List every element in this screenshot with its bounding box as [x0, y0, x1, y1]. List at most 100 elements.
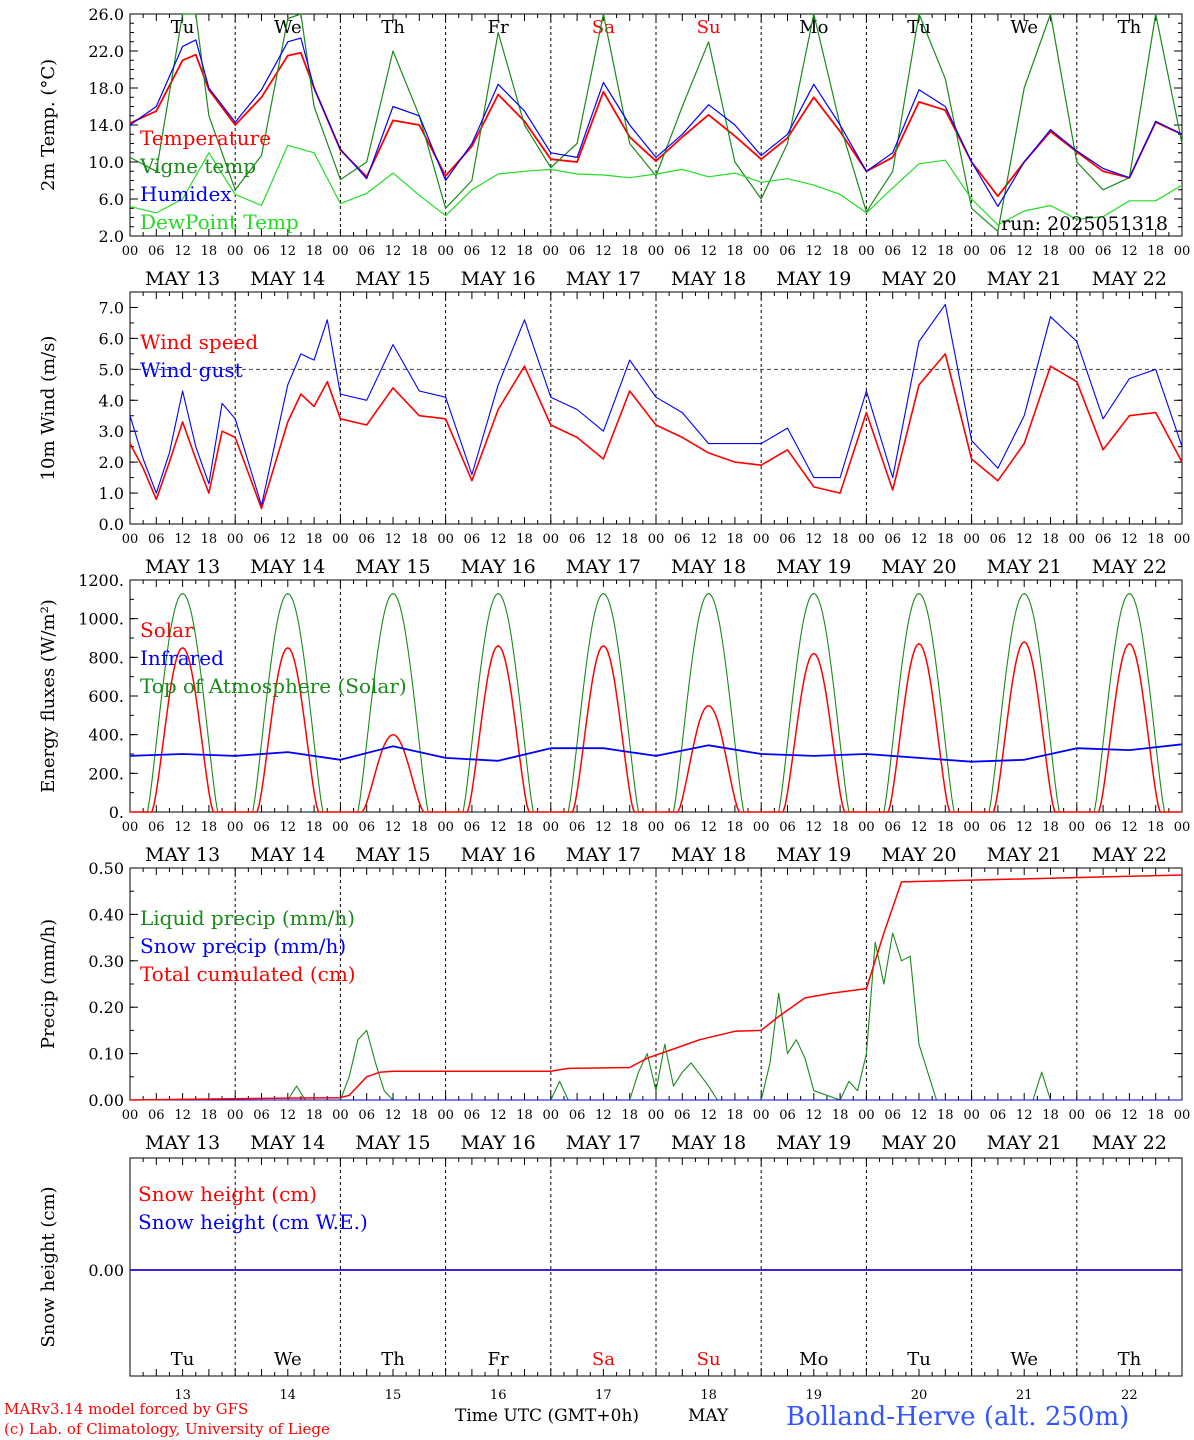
- date-label: MAY 18: [671, 1132, 746, 1154]
- hour-tick-label: 18: [201, 1108, 218, 1123]
- date-label: MAY 18: [671, 556, 746, 578]
- date-label: MAY 13: [145, 844, 220, 866]
- y-axis-label: Energy fluxes (W/m²): [38, 599, 59, 793]
- series-line-solar: [130, 641, 1182, 813]
- date-label: MAY 15: [355, 844, 430, 866]
- hour-tick-label: 06: [674, 1108, 691, 1123]
- y-tick-label: 7.0: [99, 298, 124, 317]
- date-label: MAY 14: [250, 268, 325, 290]
- hour-tick-label: 18: [1147, 820, 1164, 835]
- day-number-label: 15: [385, 1388, 402, 1403]
- hour-tick-label: 00: [1174, 244, 1191, 259]
- hour-tick-label: 12: [490, 1108, 507, 1123]
- hour-tick-label: 00: [858, 1108, 875, 1123]
- y-tick-label: 0.50: [88, 859, 124, 878]
- y-tick-label: 14.0: [88, 116, 124, 135]
- hour-tick-label: 18: [832, 1108, 849, 1123]
- day-name-label: Th: [1118, 1349, 1142, 1370]
- date-label: MAY 21: [987, 1132, 1062, 1154]
- hour-tick-label: 18: [516, 820, 533, 835]
- day-number-label: 22: [1121, 1388, 1138, 1403]
- hour-tick-label: 00: [122, 1108, 139, 1123]
- hour-tick-label: 18: [832, 244, 849, 259]
- legend-entry: Vigne temp: [139, 154, 256, 178]
- hour-tick-label: 06: [569, 244, 586, 259]
- series-line-liquid-precip-mm-h-: [130, 932, 1182, 1101]
- chart-panel-1: 2.0 6.0 10.0 14.0 18.0 22.0 26.0 2m Temp. (°C) 0…: [38, 5, 1190, 290]
- legend-entry: Humidex: [140, 182, 232, 206]
- day-number-label: 17: [595, 1388, 612, 1403]
- hour-tick-label: 18: [621, 532, 638, 547]
- hour-tick-label: 12: [911, 1108, 928, 1123]
- y-tick-label: 2.0: [99, 453, 124, 472]
- hour-tick-label: 06: [358, 532, 375, 547]
- hour-tick-label: 12: [806, 1108, 823, 1123]
- hour-tick-label: 18: [201, 244, 218, 259]
- hour-tick-label: 06: [990, 244, 1007, 259]
- hour-tick-label: 06: [464, 820, 481, 835]
- date-label: MAY 22: [1092, 556, 1167, 578]
- hour-tick-label: 06: [569, 532, 586, 547]
- hour-tick-label: 18: [621, 1108, 638, 1123]
- hour-tick-label: 12: [490, 532, 507, 547]
- hour-tick-label: 18: [937, 244, 954, 259]
- hour-tick-label: 12: [595, 820, 612, 835]
- hour-tick-label: 12: [174, 244, 191, 259]
- y-axis-label: Snow height (cm): [38, 1186, 59, 1347]
- hour-tick-label: 12: [1121, 820, 1138, 835]
- hour-tick-label: 06: [358, 1108, 375, 1123]
- y-tick-label: 0.40: [88, 905, 124, 924]
- hour-tick-label: 06: [253, 532, 270, 547]
- hour-tick-label: 00: [858, 532, 875, 547]
- hour-tick-label: 00: [332, 244, 349, 259]
- hour-tick-label: 12: [385, 1108, 402, 1123]
- hour-tick-label: 00: [543, 1108, 560, 1123]
- hour-tick-label: 18: [727, 820, 744, 835]
- day-number-label: 13: [174, 1388, 191, 1403]
- hour-tick-label: 12: [911, 244, 928, 259]
- hour-tick-label: 18: [937, 532, 954, 547]
- y-tick-label: 0.0: [99, 515, 124, 534]
- day-name-label: Mo: [799, 1349, 828, 1370]
- hour-tick-label: 00: [122, 244, 139, 259]
- hour-tick-label: 18: [832, 532, 849, 547]
- hour-tick-label: 12: [385, 532, 402, 547]
- day-number-label: 21: [1016, 1388, 1033, 1403]
- y-tick-label: 3.0: [99, 422, 124, 441]
- hour-tick-label: 06: [884, 820, 901, 835]
- day-name-label: Tu: [907, 17, 931, 38]
- hour-tick-label: 18: [937, 1108, 954, 1123]
- hour-tick-label: 12: [700, 1108, 717, 1123]
- hour-tick-label: 00: [963, 1108, 980, 1123]
- hour-tick-label: 12: [1016, 1108, 1033, 1123]
- hour-tick-label: 00: [332, 1108, 349, 1123]
- hour-tick-label: 00: [1069, 820, 1086, 835]
- date-label: MAY 19: [776, 844, 851, 866]
- date-label: MAY 16: [461, 556, 536, 578]
- hour-tick-label: 18: [411, 820, 428, 835]
- hour-tick-label: 06: [148, 1108, 165, 1123]
- month-label: MAY: [688, 1406, 729, 1426]
- legend-entry: DewPoint Temp: [140, 210, 299, 234]
- hour-tick-label: 00: [858, 820, 875, 835]
- hour-tick-label: 06: [569, 1108, 586, 1123]
- hour-tick-label: 00: [1069, 244, 1086, 259]
- hour-tick-label: 12: [1016, 244, 1033, 259]
- hour-tick-label: 12: [911, 532, 928, 547]
- hour-tick-label: 12: [280, 532, 297, 547]
- hour-tick-label: 12: [911, 820, 928, 835]
- date-label: MAY 20: [881, 1132, 956, 1154]
- hour-tick-label: 12: [806, 820, 823, 835]
- y-tick-label: 1000.: [78, 610, 124, 629]
- hour-tick-label: 06: [464, 244, 481, 259]
- day-number-label: 14: [280, 1388, 297, 1403]
- hour-tick-label: 00: [753, 244, 770, 259]
- hour-tick-label: 06: [358, 820, 375, 835]
- y-tick-label: 0.00: [88, 1261, 124, 1280]
- hour-tick-label: 00: [227, 532, 244, 547]
- hour-tick-label: 18: [516, 532, 533, 547]
- legend-entry: Liquid precip (mm/h): [140, 906, 355, 930]
- hour-tick-label: 18: [411, 532, 428, 547]
- date-label: MAY 19: [776, 1132, 851, 1154]
- hour-tick-label: 06: [674, 820, 691, 835]
